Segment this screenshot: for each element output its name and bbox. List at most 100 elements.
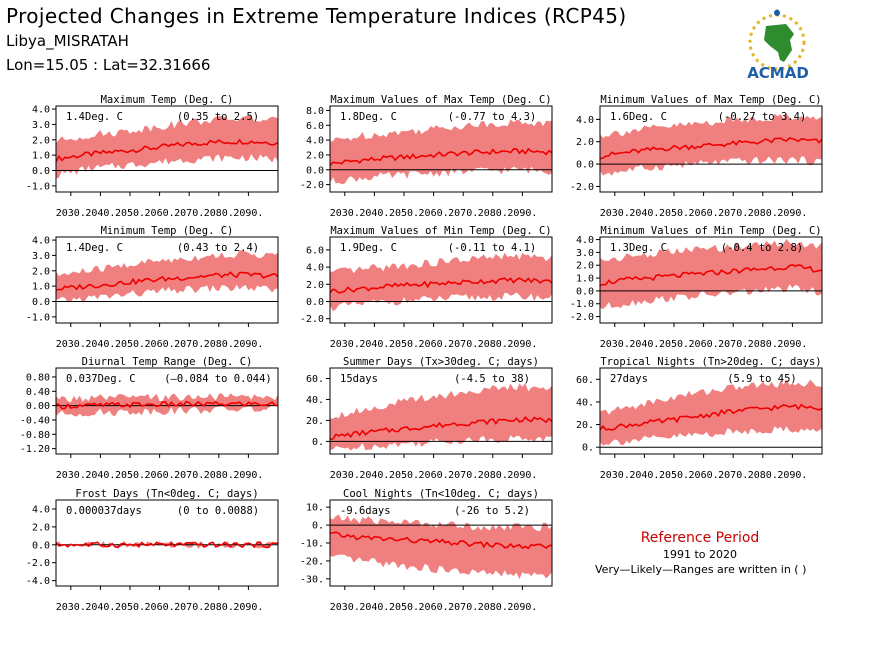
median-line <box>329 277 553 294</box>
median-line <box>55 400 279 410</box>
x-tick-label: 2060. <box>689 470 719 481</box>
y-tick-label: 20. <box>576 420 594 431</box>
chart-title: Summer Days (Tx>30deg. C; days) <box>343 356 539 368</box>
x-tick-label: 2080. <box>204 339 234 350</box>
x-tick-label: 2050. <box>115 339 145 350</box>
x-tick-label: 2040. <box>85 339 115 350</box>
x-tick-label: 2070. <box>448 470 478 481</box>
y-tick-label: 0.0 <box>32 540 50 551</box>
y-tick-label: 3.0 <box>32 251 50 262</box>
chart-title: Maximum Values of Min Temp (Deg. C) <box>330 225 551 237</box>
plot-frame <box>55 105 279 193</box>
x-tick-label: 2040. <box>629 208 659 219</box>
x-tick-label: 2080. <box>478 602 508 613</box>
x-tick-label: 2080. <box>478 208 508 219</box>
y-tick-label: -10. <box>300 539 324 550</box>
x-tick-label: 2040. <box>85 470 115 481</box>
x-tick-label: 2080. <box>204 602 234 613</box>
y-tick-label: 0. <box>582 443 594 454</box>
x-tick-label: 2050. <box>115 602 145 613</box>
x-tick-label: 2030. <box>56 602 86 613</box>
chart-range: (–0.084 to 0.044) <box>164 373 271 385</box>
x-tick-label: 2040. <box>359 470 389 481</box>
y-tick-label: 4.0 <box>306 263 324 274</box>
chart-stat: 15days <box>340 373 378 385</box>
chart-range: (-4.5 to 38) <box>454 373 530 385</box>
x-tick-label: 2070. <box>448 339 478 350</box>
y-tick-label: 2.0 <box>306 150 324 161</box>
chart-panel-11: 10. 0. -10. -20. -30. 2030. 2040. 2050. 2060. 207… <box>300 488 553 613</box>
y-tick-label: 2.0 <box>32 135 50 146</box>
x-tick-label: 2060. <box>145 208 175 219</box>
x-tick-label: 2030. <box>330 470 360 481</box>
x-tick-label: 2030. <box>600 470 630 481</box>
x-tick-label: 2090. <box>233 208 263 219</box>
likely-range-band <box>56 250 278 303</box>
y-tick-label: -0.80 <box>20 430 50 441</box>
y-tick-label: 1.0 <box>32 282 50 293</box>
plot-frame <box>55 499 279 587</box>
y-tick-label: 1.0 <box>576 274 594 285</box>
chart-range: (5.9 to 45) <box>727 373 797 385</box>
plot-frame <box>599 367 823 455</box>
y-tick-label: 6.0 <box>306 121 324 132</box>
x-tick-label: 2080. <box>204 470 234 481</box>
chart-range: (-0.27 to 3.4) <box>718 111 807 123</box>
x-tick-label: 2050. <box>659 470 689 481</box>
x-tick-label: 2080. <box>478 470 508 481</box>
plot-frame <box>55 367 279 455</box>
chart-stat: 0.000037days <box>66 505 142 517</box>
x-tick-label: 2050. <box>389 602 419 613</box>
y-tick-label: 10. <box>306 503 324 514</box>
y-tick-label: 4.0 <box>32 236 50 247</box>
x-tick-label: 2070. <box>718 470 748 481</box>
chart-range: (0.43 to 2.4) <box>177 242 259 254</box>
chart-title: Tropical Nights (Tn>20deg. C; days) <box>600 356 821 368</box>
x-tick-label: 2090. <box>233 602 263 613</box>
x-tick-label: 2030. <box>600 339 630 350</box>
x-tick-label: 2050. <box>115 208 145 219</box>
y-tick-label: -0.40 <box>20 415 50 426</box>
y-tick-label: 4.0 <box>32 105 50 116</box>
median-line <box>329 415 553 440</box>
x-tick-label: 2030. <box>600 208 630 219</box>
x-tick-label: 2060. <box>419 339 449 350</box>
chart-stat: 0.037Deg. C <box>66 373 136 385</box>
y-tick-label: -2.0 <box>570 182 594 193</box>
x-tick-label: 2050. <box>389 339 419 350</box>
x-tick-label: 2090. <box>233 470 263 481</box>
x-tick-label: 2040. <box>85 208 115 219</box>
y-tick-label: 8.0 <box>306 106 324 117</box>
x-tick-label: 2060. <box>145 339 175 350</box>
x-tick-label: 2090. <box>507 339 537 350</box>
plot-frame <box>55 236 279 324</box>
x-tick-label: 2070. <box>448 208 478 219</box>
x-tick-label: 2040. <box>629 470 659 481</box>
location-label: Libya_MISRATAH <box>6 32 129 50</box>
x-tick-label: 2060. <box>419 602 449 613</box>
y-tick-label: 0.0 <box>576 286 594 297</box>
x-tick-label: 2030. <box>330 602 360 613</box>
chart-range: (-0.77 to 4.3) <box>448 111 537 123</box>
chart-title: Minimum Values of Min Temp (Deg. C) <box>600 225 821 237</box>
median-line <box>329 531 553 550</box>
likely-range-band <box>56 115 278 179</box>
y-tick-label: 40. <box>576 397 594 408</box>
y-tick-label: 0.0 <box>306 297 324 308</box>
x-tick-label: 2090. <box>777 208 807 219</box>
y-tick-label: -2.0 <box>300 314 324 325</box>
x-tick-label: 2040. <box>359 339 389 350</box>
x-tick-label: 2060. <box>689 208 719 219</box>
x-tick-label: 2080. <box>204 208 234 219</box>
y-tick-label: 60. <box>576 375 594 386</box>
y-tick-label: 4.0 <box>306 136 324 147</box>
y-tick-label: 0.80 <box>26 372 50 383</box>
chart-stat: 1.3Deg. C <box>610 242 667 254</box>
y-tick-label: 2.0 <box>576 261 594 272</box>
y-tick-label: 4.0 <box>576 235 594 246</box>
y-tick-label: 20. <box>306 416 324 427</box>
x-tick-label: 2050. <box>115 470 145 481</box>
x-tick-label: 2080. <box>478 339 508 350</box>
median-line <box>55 271 279 292</box>
reference-period-note: Very—Likely—Ranges are written in ( ) <box>595 563 807 576</box>
